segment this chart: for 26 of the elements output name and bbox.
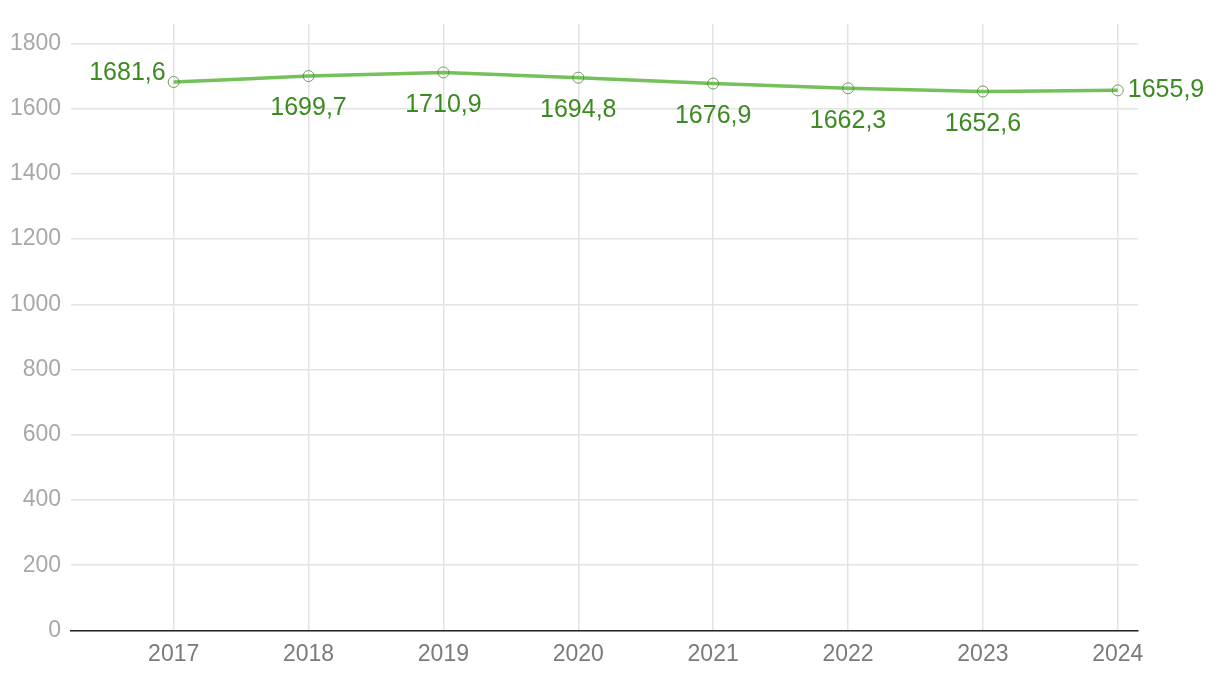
y-tick-label: 1200 xyxy=(9,224,62,251)
data-label: 1662,3 xyxy=(809,104,887,133)
data-label: 1699,7 xyxy=(270,92,347,121)
x-tick-label: 2020 xyxy=(552,639,604,666)
x-tick-label: 2022 xyxy=(822,639,874,666)
data-label: 1652,6 xyxy=(944,107,1022,136)
data-label: 1710,9 xyxy=(405,88,482,117)
x-tick-label: 2018 xyxy=(282,639,335,666)
y-tick-label: 200 xyxy=(22,550,62,577)
y-tick-label: 0 xyxy=(48,615,62,642)
y-tick-label: 800 xyxy=(22,354,62,381)
data-label: 1655,9 xyxy=(1127,74,1205,103)
x-tick-label: 2021 xyxy=(687,639,739,666)
x-tick-label: 2019 xyxy=(417,639,469,666)
y-tick-label: 1000 xyxy=(9,289,62,316)
x-tick-label: 2024 xyxy=(1092,639,1144,666)
data-label: 1681,6 xyxy=(89,57,166,86)
x-tick-label: 2023 xyxy=(957,639,1009,666)
data-label: 1694,8 xyxy=(540,94,617,123)
x-tick-label: 2017 xyxy=(148,639,200,666)
y-tick-label: 600 xyxy=(22,420,62,447)
y-tick-label: 1600 xyxy=(9,93,62,120)
data-label: 1676,9 xyxy=(674,99,752,128)
y-tick-label: 1400 xyxy=(9,159,62,186)
y-tick-label: 400 xyxy=(22,485,62,512)
y-tick-label: 1800 xyxy=(9,28,62,55)
